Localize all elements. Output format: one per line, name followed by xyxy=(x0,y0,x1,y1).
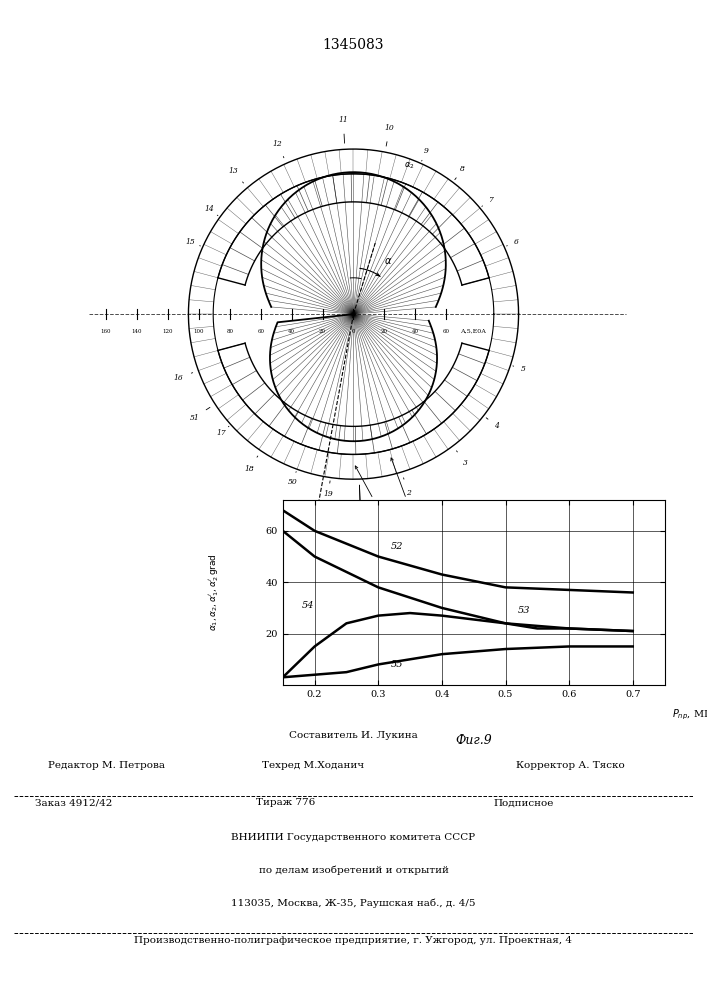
Text: 20: 20 xyxy=(319,329,326,334)
Text: 60: 60 xyxy=(443,329,450,334)
Text: 53: 53 xyxy=(518,606,531,615)
Text: 0: 0 xyxy=(352,329,355,334)
Text: 17: 17 xyxy=(216,429,226,437)
Text: 12: 12 xyxy=(273,140,283,148)
Text: Фиг.8: Фиг.8 xyxy=(335,559,372,572)
Text: 55: 55 xyxy=(391,660,404,669)
Text: 8: 8 xyxy=(460,165,465,173)
Text: $\alpha$: $\alpha$ xyxy=(384,256,392,266)
Text: 51: 51 xyxy=(189,414,199,422)
Text: Производственно-полиграфическое предприятие, г. Ужгород, ул. Проектная, 4: Производственно-полиграфическое предприя… xyxy=(134,936,573,945)
Text: 80: 80 xyxy=(226,329,233,334)
Text: Редактор М. Петрова: Редактор М. Петрова xyxy=(48,760,165,770)
Text: 40: 40 xyxy=(412,329,419,334)
Text: А,5,Е0А: А,5,Е0А xyxy=(461,329,487,334)
Text: $\alpha_2$: $\alpha_2$ xyxy=(404,160,415,171)
Text: 40: 40 xyxy=(288,329,295,334)
Text: 140: 140 xyxy=(132,329,142,334)
Text: 10: 10 xyxy=(385,124,395,132)
Text: Подписное: Подписное xyxy=(493,798,554,807)
Text: Тираж 776: Тираж 776 xyxy=(256,798,315,807)
Text: 3: 3 xyxy=(463,459,468,467)
Text: 19: 19 xyxy=(323,490,333,498)
Text: 100: 100 xyxy=(194,329,204,334)
Text: 52: 52 xyxy=(391,542,404,551)
Text: 60: 60 xyxy=(257,329,264,334)
Text: $\alpha_2$: $\alpha_2$ xyxy=(397,504,409,514)
Text: 2: 2 xyxy=(406,489,411,497)
Text: Корректор А. Тяско: Корректор А. Тяско xyxy=(516,760,625,770)
Text: 14: 14 xyxy=(204,205,214,213)
Text: 18: 18 xyxy=(245,465,254,473)
Text: 20: 20 xyxy=(356,511,366,519)
Text: $P_{np}$, МПа: $P_{np}$, МПа xyxy=(672,707,707,722)
Text: 4: 4 xyxy=(494,422,499,430)
Text: 11: 11 xyxy=(339,116,348,124)
Text: 7: 7 xyxy=(488,196,493,204)
Text: Техред М.Ходанич: Техред М.Ходанич xyxy=(262,760,364,770)
Text: 13: 13 xyxy=(229,167,238,175)
Text: 1345083: 1345083 xyxy=(323,38,384,52)
Text: 54: 54 xyxy=(302,601,315,610)
Text: 9: 9 xyxy=(423,147,428,155)
Text: 15: 15 xyxy=(186,238,196,246)
Text: 16: 16 xyxy=(173,374,183,382)
Text: ВНИИПИ Государственного комитета СССР: ВНИИПИ Государственного комитета СССР xyxy=(231,833,476,842)
Text: 20: 20 xyxy=(381,329,388,334)
Text: 113035, Москва, Ж-35, Раушская наб., д. 4/5: 113035, Москва, Ж-35, Раушская наб., д. … xyxy=(231,898,476,908)
Text: $\alpha_1,\alpha_2,\alpha^\prime_1,\alpha^\prime_2\,\mathrm{grad}$: $\alpha_1,\alpha_2,\alpha^\prime_1,\alph… xyxy=(207,554,221,631)
Text: по делам изобретений и открытий: по делам изобретений и открытий xyxy=(259,866,448,875)
Text: Составитель И. Лукина: Составитель И. Лукина xyxy=(289,731,418,740)
Text: 120: 120 xyxy=(163,329,173,334)
Text: 5: 5 xyxy=(520,365,525,373)
Text: 160: 160 xyxy=(100,329,111,334)
Text: 1: 1 xyxy=(359,533,363,541)
Text: Фиг.9: Фиг.9 xyxy=(455,734,492,747)
Text: $\alpha_1$: $\alpha_1$ xyxy=(365,504,375,514)
Text: 6: 6 xyxy=(514,238,519,246)
Text: 50: 50 xyxy=(288,478,298,486)
Text: Заказ 4912/42: Заказ 4912/42 xyxy=(35,798,112,807)
